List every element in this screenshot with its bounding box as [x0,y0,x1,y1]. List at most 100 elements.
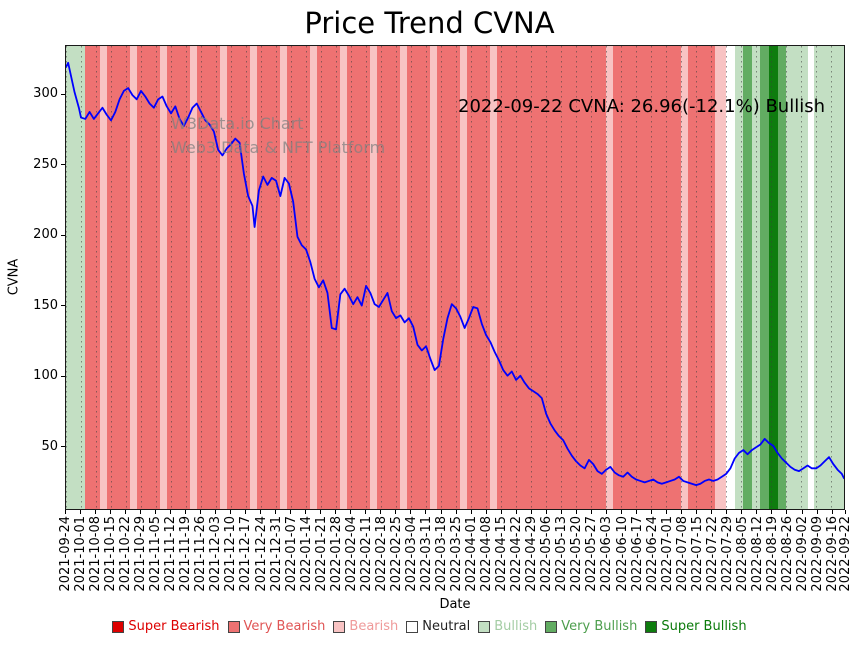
vertical-gridline [276,46,278,509]
sentiment-band-neutral [807,46,814,509]
vertical-gridline [726,46,728,509]
vertical-gridline [561,46,563,509]
legend-swatch [227,620,240,633]
x-tick-mark [139,510,141,514]
vertical-gridline [246,46,248,509]
vertical-gridline [111,46,112,509]
vertical-gridline [621,46,623,509]
x-tick-mark [169,510,171,514]
vertical-gridline [486,46,488,509]
vertical-gridline [216,46,218,509]
x-tick-mark [786,510,788,514]
x-tick-mark [335,510,337,514]
vertical-gridline [711,46,713,509]
x-tick-mark [395,510,397,514]
x-tick-label: 2021-12-03 [208,516,224,592]
vertical-gridline [411,46,413,509]
x-tick-mark [711,510,713,514]
vertical-gridline [261,46,263,509]
x-tick-mark [636,510,638,514]
x-tick-label: 2022-02-04 [343,516,359,592]
vertical-gridline [546,46,548,509]
x-tick-label: 2021-12-24 [253,516,269,592]
x-tick-mark [831,510,833,514]
x-tick-label: 2022-07-08 [674,516,690,592]
sentiment-band-bearish [430,46,437,509]
y-tick-label: 100 [33,368,58,384]
vertical-gridline [141,46,142,509]
x-tick-mark [605,510,607,514]
vertical-gridline [516,46,518,509]
x-tick-mark [455,510,457,514]
x-tick-label: 2022-02-25 [388,516,404,592]
x-tick-label: 2022-09-02 [795,516,811,592]
sentiment-band-very_bearish [436,46,461,509]
x-tick-label: 2022-07-15 [689,516,705,592]
x-tick-label: 2021-10-22 [118,516,134,592]
x-tick-mark [756,510,758,514]
vertical-gridline [801,46,803,509]
sentiment-legend: Super Bearish Very Bearish Bearish Neutral B… [0,619,859,634]
x-tick-label: 2022-07-29 [719,516,735,592]
sentiment-band-very_bearish [496,46,607,509]
x-tick-mark [214,510,216,514]
x-tick-label: 2022-03-18 [434,516,450,592]
vertical-gridline [366,46,368,509]
x-tick-label: 2022-06-24 [644,516,660,592]
x-tick-mark [590,510,592,514]
vertical-gridline [321,46,323,509]
vertical-gridline [381,46,383,509]
x-tick-label: 2022-03-25 [449,516,465,592]
y-tick-mark [61,234,65,236]
x-tick-mark [260,510,262,514]
sentiment-band-bullish [813,46,844,509]
sentiment-band-very_bullish [743,46,752,509]
vertical-gridline [681,46,683,509]
vertical-gridline [531,46,533,509]
y-tick-mark [61,164,65,166]
x-tick-label: 2022-03-04 [403,516,419,592]
vertical-gridline [666,46,668,509]
y-axis-label: CVNA [6,258,22,296]
y-tick-label: 250 [33,156,58,172]
sentiment-band-very_bearish [406,46,431,509]
x-tick-label: 2021-12-17 [238,516,254,592]
x-tick-mark [410,510,412,514]
y-tick-mark [61,305,65,307]
sentiment-band-very_bullish [760,46,769,509]
legend-swatch [406,620,419,633]
x-tick-mark [545,510,547,514]
x-tick-label: 2021-11-05 [148,516,164,592]
x-tick-mark [425,510,427,514]
x-tick-label: 2022-05-13 [554,516,570,592]
x-tick-mark [229,510,231,514]
vertical-gridline [336,46,338,509]
vertical-gridline [471,46,473,509]
latest-price-annotation: 2022-09-22 CVNA: 26.96(-12.1%) Bullish [458,96,825,117]
price-line [66,61,844,487]
x-tick-label: 2022-02-11 [358,516,374,592]
x-tick-label: 2022-04-22 [509,516,525,592]
vertical-gridline [231,46,233,509]
vertical-gridline [96,46,97,509]
x-tick-label: 2022-07-22 [704,516,720,592]
sentiment-band-bearish [160,46,167,509]
sentiment-band-very_bearish [196,46,221,509]
sentiment-band-very_bearish [106,46,131,509]
x-tick-mark [726,510,728,514]
x-tick-mark [560,510,562,514]
sentiment-band-neutral [726,46,735,509]
chart-title: Price Trend CVNA [304,6,555,40]
legend-item-bearish: Bearish [333,619,398,634]
vertical-gridline [81,46,82,509]
x-tick-mark [184,510,186,514]
x-tick-label: 2022-04-15 [494,516,510,592]
sentiment-band-bearish [460,46,467,509]
legend-item-neutral: Neutral [406,619,470,634]
x-tick-label: 2021-10-15 [103,516,119,592]
sentiment-band-super_bullish [768,46,778,509]
x-tick-label: 2022-09-09 [810,516,826,592]
x-tick-mark [801,510,803,514]
vertical-gridline [831,46,833,509]
x-tick-label: 2022-08-05 [734,516,750,592]
